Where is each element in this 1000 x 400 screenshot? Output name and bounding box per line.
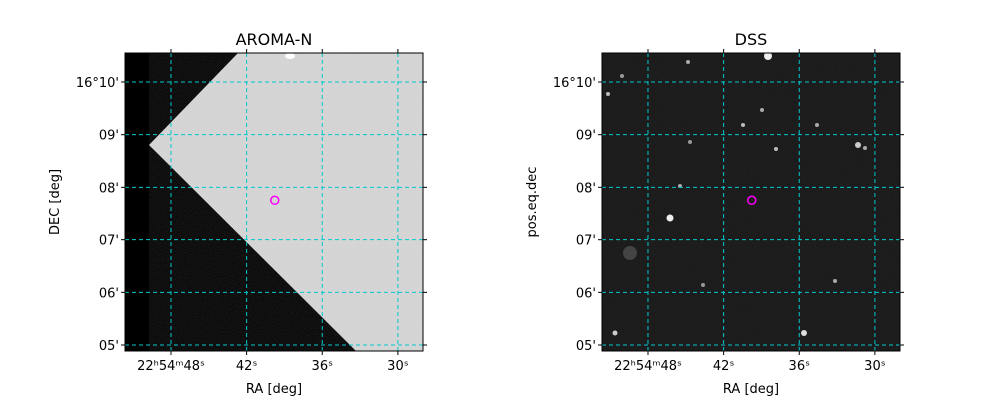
y-tick-label: 08' bbox=[99, 181, 119, 196]
y-tick-label: 16°10' bbox=[76, 76, 119, 91]
x-tick-label: 30ˢ bbox=[387, 359, 409, 374]
x-tick-label: 22ʰ54ᵐ48ˢ bbox=[137, 359, 205, 374]
x-tick-label: 22ʰ54ᵐ48ˢ bbox=[614, 359, 682, 374]
y-tick-label: 05' bbox=[99, 339, 119, 354]
frame bbox=[124, 52, 424, 352]
y-tick-label: 09' bbox=[576, 129, 596, 144]
y-tick-label: 05' bbox=[576, 339, 596, 354]
panel-title: DSS bbox=[735, 30, 768, 49]
x-tick-label: 42ˢ bbox=[236, 359, 258, 374]
x-tick-label: 30ˢ bbox=[864, 359, 886, 374]
x-tick-label: 36ˢ bbox=[789, 359, 811, 374]
image-aroma bbox=[125, 53, 423, 351]
image-dss bbox=[602, 52, 900, 351]
frame bbox=[601, 52, 901, 352]
y-tick-label: 16°10' bbox=[553, 76, 596, 91]
x-axis-label: RA [deg] bbox=[723, 382, 779, 397]
x-tick-label: 42ˢ bbox=[713, 359, 735, 374]
target-marker bbox=[270, 195, 280, 206]
x-tick-label: 36ˢ bbox=[312, 359, 334, 374]
panel-title: AROMA-N bbox=[236, 30, 313, 49]
y-tick-label: 06' bbox=[576, 286, 596, 301]
y-tick-label: 07' bbox=[576, 234, 596, 249]
x-axis-label: RA [deg] bbox=[246, 382, 302, 397]
y-axis-label: pos.eq.dec bbox=[525, 167, 540, 238]
y-tick-label: 08' bbox=[576, 181, 596, 196]
y-axis-label: DEC [deg] bbox=[48, 169, 63, 235]
y-tick-label: 06' bbox=[99, 286, 119, 301]
target-marker bbox=[747, 195, 757, 206]
y-tick-label: 07' bbox=[99, 234, 119, 249]
y-tick-label: 09' bbox=[99, 129, 119, 144]
